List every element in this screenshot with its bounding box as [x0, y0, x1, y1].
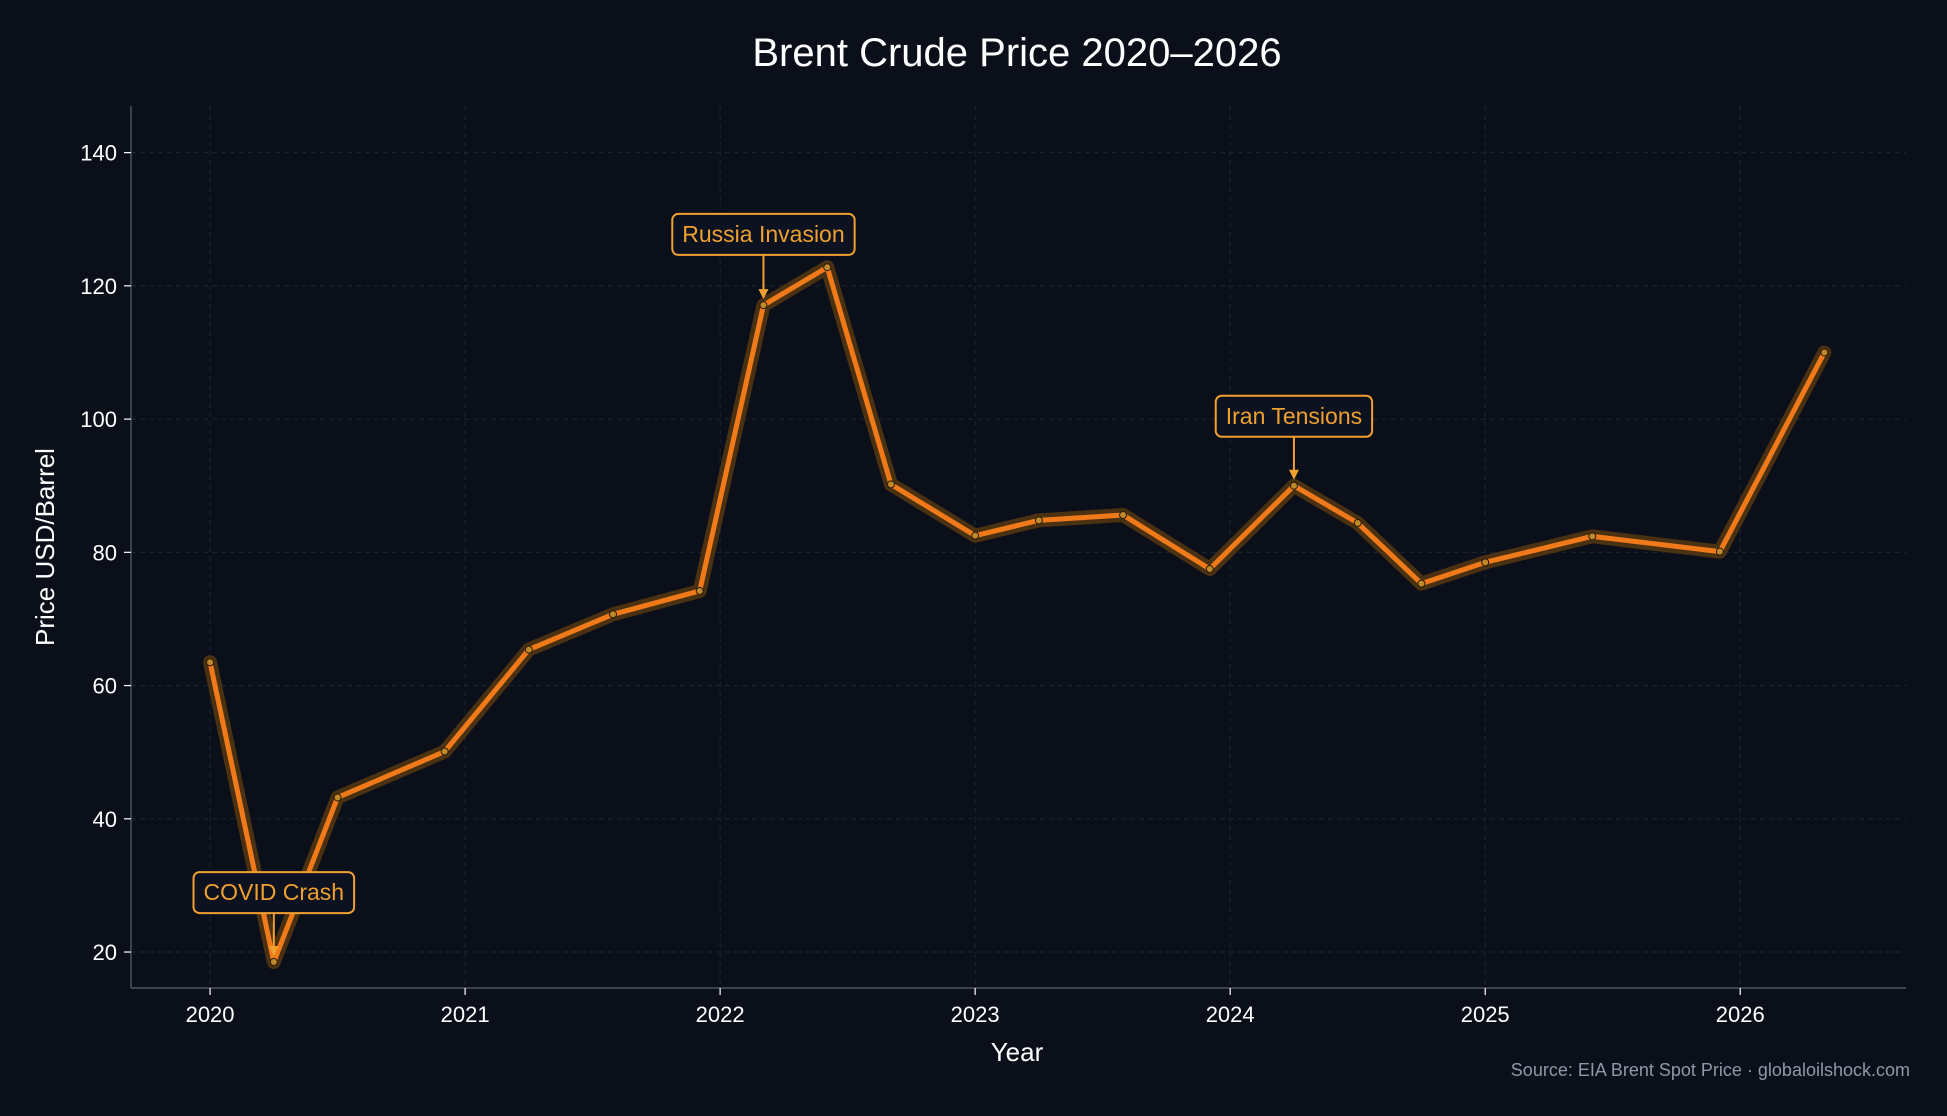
axes [130, 106, 1906, 989]
data-point [1034, 516, 1043, 525]
chart-title: Brent Crude Price 2020–2026 [752, 31, 1281, 75]
x-tick-label: 2020 [186, 1002, 235, 1027]
x-tick-label: 2025 [1461, 1002, 1510, 1027]
data-point [609, 610, 618, 619]
source-note: Source: EIA Brent Spot Price · globaloil… [1511, 1060, 1910, 1080]
y-tick-label: 120 [80, 274, 117, 299]
annotation-label: Iran Tensions [1226, 403, 1362, 429]
data-point [1119, 511, 1128, 520]
data-point [759, 301, 768, 310]
data-point [1588, 532, 1597, 541]
x-tick-label: 2026 [1716, 1002, 1765, 1027]
series-line [203, 260, 1832, 970]
annotations: COVID Crash Russia Invasion Iran Tensions [192, 212, 1374, 957]
data-point [1417, 579, 1426, 588]
y-tick-label: 20 [93, 940, 117, 965]
annotation-arrowhead [268, 946, 279, 957]
y-axis-label: Price USD/Barrel [30, 448, 60, 646]
data-point [886, 480, 895, 489]
x-tick-label: 2021 [441, 1002, 490, 1027]
data-points [206, 263, 1829, 967]
data-point [269, 958, 278, 967]
annotation: COVID Crash [192, 871, 356, 957]
data-point [1820, 348, 1829, 357]
x-tick-label: 2023 [951, 1002, 1000, 1027]
data-point [1353, 519, 1362, 528]
y-tick-label: 140 [80, 141, 117, 166]
data-point [333, 793, 342, 802]
x-tick-label: 2022 [696, 1002, 745, 1027]
annotation: Iran Tensions [1214, 394, 1374, 480]
data-point [1715, 547, 1724, 556]
y-tick-label: 100 [80, 407, 117, 432]
data-point [823, 263, 832, 272]
tick-labels: 20 40 60 80 100 120 140 2020 2021 2022 2023 2024 202… [80, 141, 1764, 1027]
y-tick-label: 80 [93, 540, 117, 565]
annotation-label: Russia Invasion [682, 221, 844, 247]
annotation-arrowhead [1288, 469, 1299, 480]
series-line [207, 264, 1827, 965]
x-axis-label: Year [991, 1037, 1044, 1067]
data-point [524, 645, 533, 654]
data-point [440, 747, 449, 756]
y-tick-label: 40 [93, 807, 117, 832]
data-point [1205, 564, 1214, 573]
data-point [206, 658, 215, 667]
annotation-label: COVID Crash [204, 879, 345, 905]
series-glow [203, 260, 1832, 970]
data-point [695, 586, 704, 595]
x-tick-label: 2024 [1206, 1002, 1255, 1027]
data-point [971, 531, 980, 540]
data-point [1481, 558, 1490, 567]
data-point [1289, 481, 1298, 490]
annotation: Russia Invasion [671, 212, 856, 300]
annotation-arrowhead [758, 289, 769, 300]
y-tick-label: 60 [93, 674, 117, 699]
